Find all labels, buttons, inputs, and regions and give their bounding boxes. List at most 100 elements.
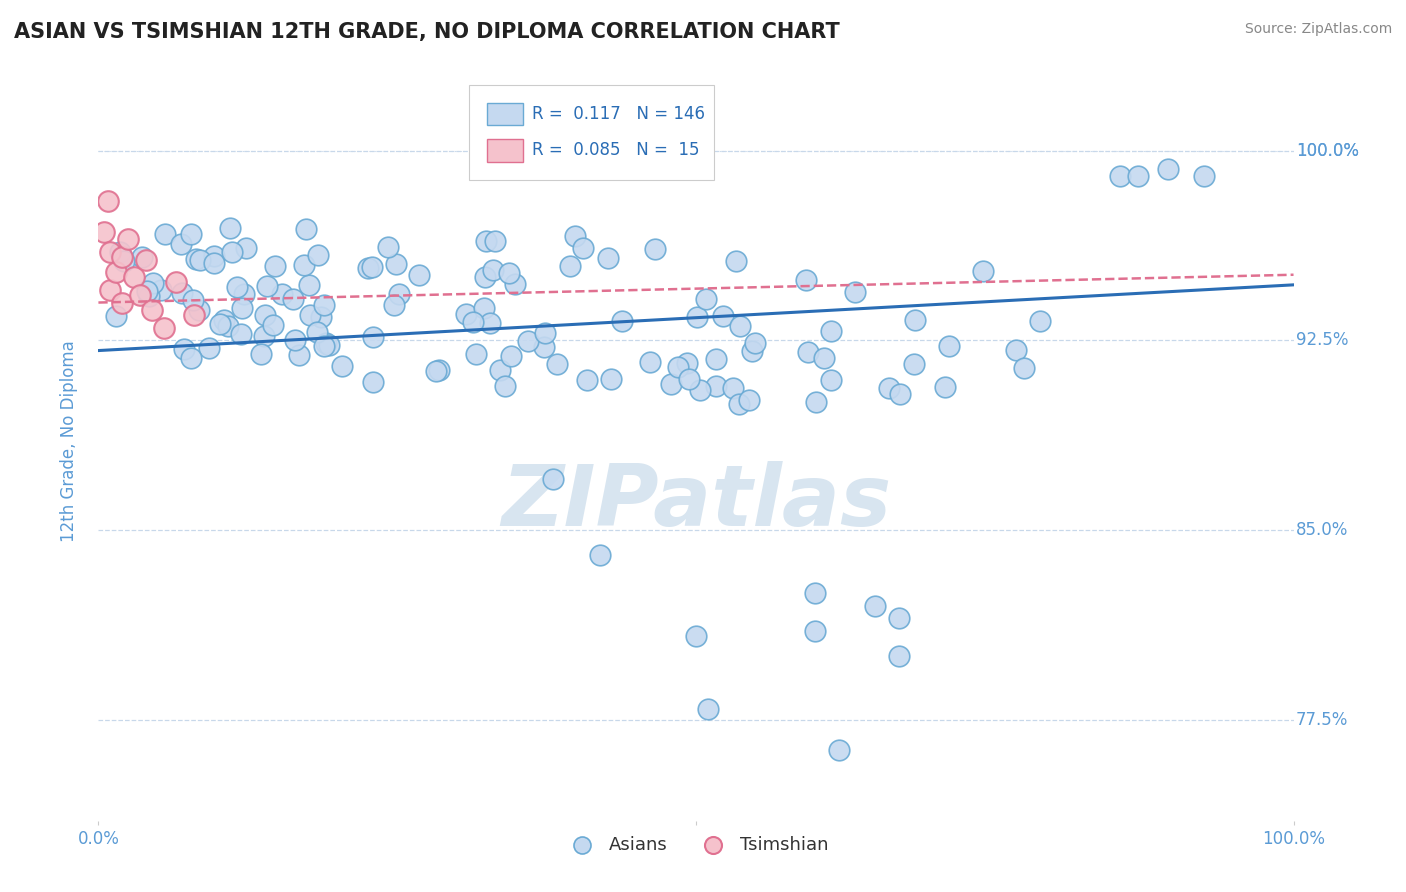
Point <box>659 376 682 391</box>
Point <box>111 295 134 310</box>
Point <box>704 379 727 393</box>
Point <box>666 360 689 375</box>
Point <box>889 611 911 625</box>
Point <box>98 283 122 297</box>
Point <box>877 381 900 395</box>
Point <box>307 247 329 261</box>
Point <box>281 293 304 307</box>
Point <box>110 244 132 259</box>
Point <box>503 277 526 291</box>
Point <box>1005 343 1028 358</box>
Point <box>173 342 195 356</box>
Point <box>219 221 242 235</box>
Point <box>263 260 285 274</box>
Point <box>142 277 165 291</box>
Point <box>828 743 851 757</box>
Point <box>1029 314 1052 328</box>
Point <box>202 256 225 270</box>
Point <box>456 307 478 321</box>
Point <box>889 649 911 664</box>
Text: 92.5%: 92.5% <box>1296 332 1348 350</box>
Point <box>129 288 152 302</box>
Point <box>283 333 305 347</box>
Point <box>820 373 842 387</box>
Text: ZIPatlas: ZIPatlas <box>501 460 891 544</box>
Point <box>1157 161 1180 176</box>
Point <box>711 309 734 323</box>
Point <box>546 357 568 371</box>
Point <box>172 285 194 300</box>
Point <box>131 250 153 264</box>
Point <box>202 249 225 263</box>
Point <box>165 275 187 289</box>
Point <box>136 284 159 298</box>
Point <box>153 227 176 241</box>
Point <box>644 242 666 256</box>
Point <box>727 397 749 411</box>
Point <box>697 702 720 716</box>
Point <box>564 229 586 244</box>
Legend: Asians, Tsimshian: Asians, Tsimshian <box>557 829 835 861</box>
Point <box>209 317 232 331</box>
Point <box>804 395 827 409</box>
Point <box>141 303 163 318</box>
Point <box>188 302 211 317</box>
Point <box>534 326 557 340</box>
Point <box>744 335 766 350</box>
Point <box>111 250 134 264</box>
Point <box>685 629 707 643</box>
Point <box>689 383 711 397</box>
Point <box>425 364 447 378</box>
Point <box>721 381 744 395</box>
Point <box>903 312 925 326</box>
Text: 77.5%: 77.5% <box>1296 711 1348 729</box>
Text: 100.0%: 100.0% <box>1296 142 1360 160</box>
Point <box>1012 361 1035 376</box>
Point <box>249 347 271 361</box>
Point <box>796 273 818 287</box>
Point <box>314 339 336 353</box>
Point <box>427 363 450 377</box>
Point <box>596 252 619 266</box>
Point <box>385 257 408 271</box>
Point <box>288 348 311 362</box>
Point <box>741 344 763 359</box>
Point <box>270 286 292 301</box>
Point <box>361 329 384 343</box>
Point <box>233 287 256 301</box>
Point <box>589 548 612 562</box>
Point <box>104 309 127 323</box>
Point <box>575 373 598 387</box>
Point <box>299 308 322 322</box>
Point <box>229 327 252 342</box>
Point <box>295 222 318 236</box>
Bar <box>486 103 523 126</box>
Point <box>262 318 284 332</box>
Point <box>820 324 842 338</box>
Point <box>813 351 835 365</box>
Point <box>292 258 315 272</box>
Point <box>183 308 205 322</box>
Point <box>1128 169 1150 183</box>
Point <box>298 277 321 292</box>
Point <box>797 344 820 359</box>
Point <box>361 375 384 389</box>
Point <box>498 266 520 280</box>
Point <box>357 260 380 275</box>
Point <box>903 357 925 371</box>
Y-axis label: 12th Grade, No Diploma: 12th Grade, No Diploma <box>60 341 79 542</box>
Point <box>461 315 484 329</box>
Point <box>382 298 405 312</box>
Point <box>804 624 827 638</box>
Point <box>153 320 176 334</box>
Point <box>972 264 994 278</box>
Point <box>93 225 115 239</box>
Point <box>695 292 717 306</box>
Point <box>377 240 399 254</box>
Text: R =  0.085   N =  15: R = 0.085 N = 15 <box>533 142 700 160</box>
Text: 100.0%: 100.0% <box>1296 142 1360 160</box>
Point <box>572 241 595 255</box>
Point <box>533 340 555 354</box>
Point <box>475 235 498 249</box>
Point <box>180 351 202 365</box>
